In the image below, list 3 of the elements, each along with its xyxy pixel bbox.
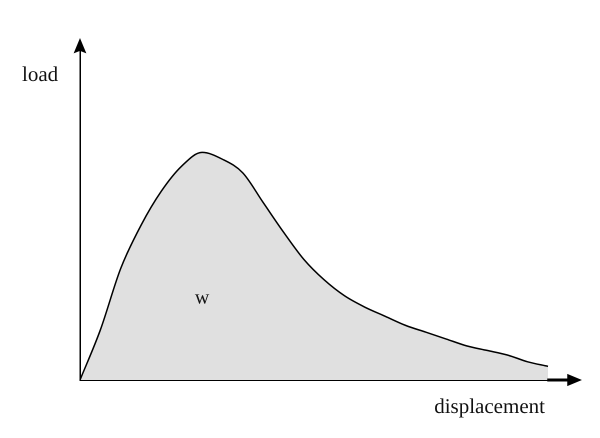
y-axis-title: load	[22, 62, 58, 87]
x-axis-title: displacement	[434, 394, 545, 419]
annotation: w	[194, 286, 210, 308]
